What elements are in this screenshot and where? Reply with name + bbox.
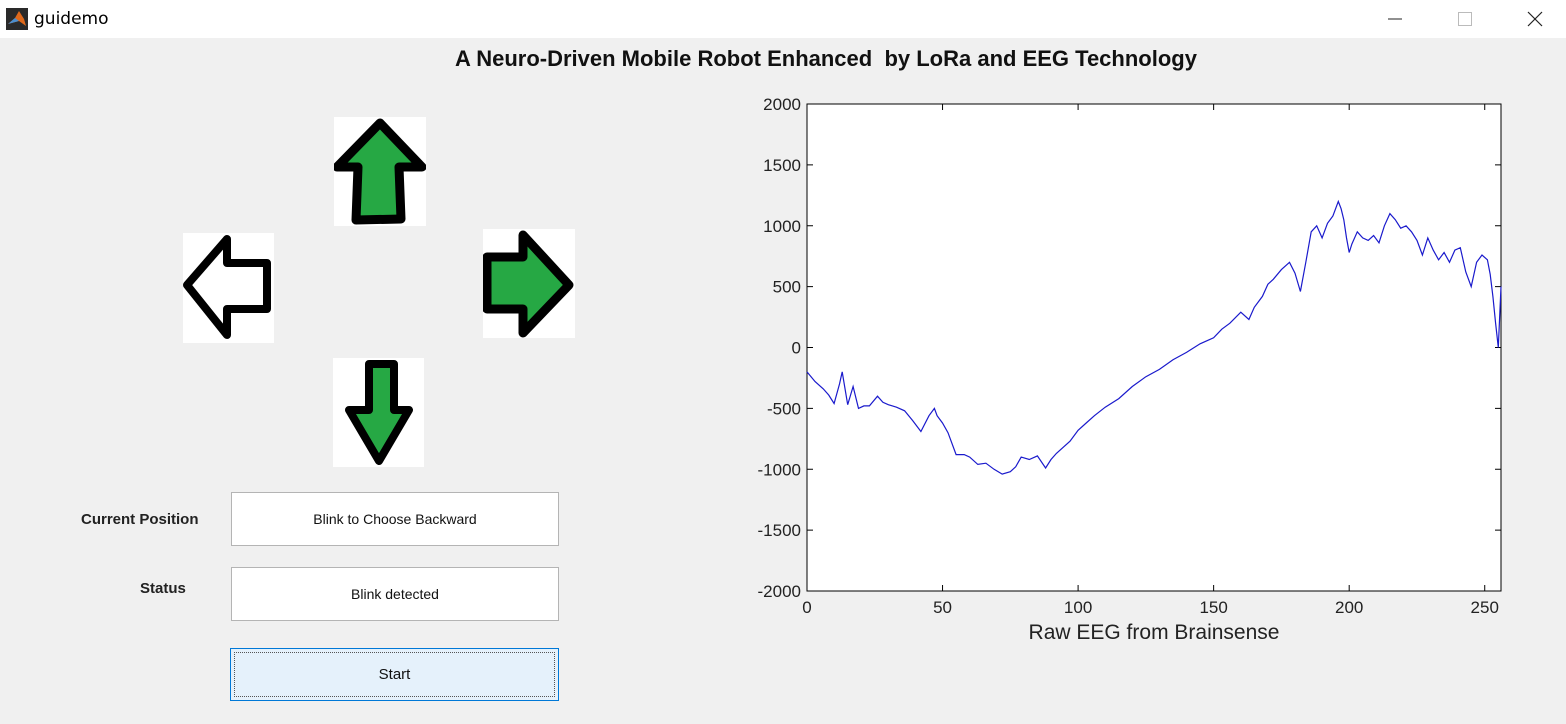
- left-arrow-panel[interactable]: [183, 233, 274, 343]
- y-tick-label: 500: [773, 278, 801, 297]
- x-tick-label: 250: [1471, 598, 1499, 617]
- backward-arrow-panel[interactable]: [333, 358, 424, 467]
- x-axis-label: Raw EEG from Brainsense: [1029, 621, 1280, 644]
- window-titlebar: guidemo: [0, 0, 1566, 38]
- current-position-label: Current Position: [81, 511, 199, 528]
- y-tick-label: 2000: [763, 95, 801, 114]
- window-title: guidemo: [34, 9, 109, 29]
- y-tick-label: -1000: [758, 460, 801, 479]
- status-field: Blink detected: [231, 567, 559, 621]
- y-tick-label: -1500: [758, 521, 801, 540]
- matlab-icon: [6, 8, 28, 30]
- y-tick-label: -2000: [758, 582, 801, 601]
- minimize-icon: [1388, 18, 1402, 20]
- y-tick-label: 0: [792, 339, 801, 358]
- y-tick-label: 1500: [763, 156, 801, 175]
- close-button[interactable]: [1500, 0, 1566, 38]
- left-arrow-icon: [183, 235, 271, 339]
- right-arrow-panel[interactable]: [482, 229, 575, 338]
- right-arrow-icon: [482, 230, 574, 338]
- status-label: Status: [140, 580, 186, 597]
- eeg-trace: [806, 199, 1502, 475]
- minimize-button[interactable]: [1360, 0, 1430, 38]
- start-button[interactable]: Start: [230, 648, 559, 701]
- maximize-icon: [1458, 12, 1472, 26]
- x-tick-label: 100: [1064, 598, 1092, 617]
- x-tick-label: 150: [1199, 598, 1227, 617]
- current-position-field: Blink to Choose Backward: [231, 492, 559, 546]
- x-tick-label: 0: [802, 598, 811, 617]
- close-icon: [1527, 11, 1543, 27]
- forward-arrow-panel[interactable]: [332, 117, 427, 226]
- backward-arrow-icon: [345, 360, 413, 465]
- start-button-label: Start: [378, 666, 411, 683]
- x-tick-label: 200: [1335, 598, 1363, 617]
- maximize-button[interactable]: [1430, 0, 1500, 38]
- x-tick-label: 50: [933, 598, 952, 617]
- page-title: A Neuro-Driven Mobile Robot Enhanced by …: [455, 46, 1197, 71]
- y-tick-label: -500: [767, 399, 801, 418]
- forward-arrow-icon: [332, 118, 427, 225]
- eeg-chart: -2000 -1500 -1000 -500 0 500 1000 1500 2000 0 50 1…: [758, 95, 1502, 644]
- plot-area: [806, 103, 1502, 592]
- y-tick-label: 1000: [763, 217, 801, 236]
